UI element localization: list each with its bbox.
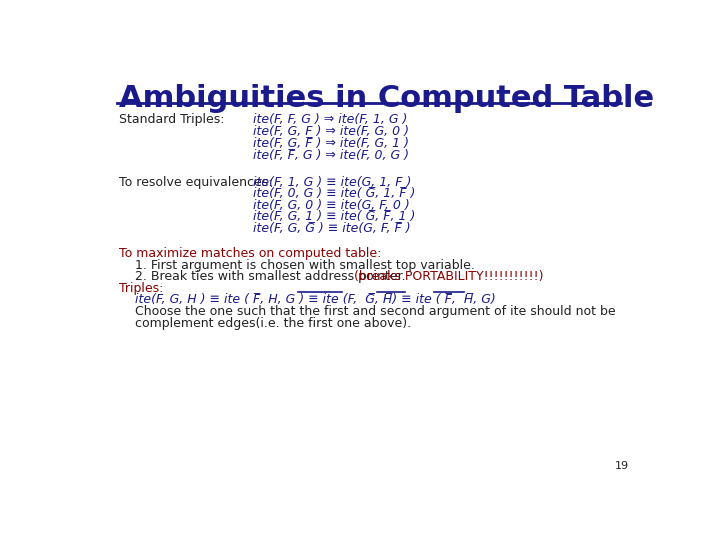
Text: 1. First argument is chosen with smallest top variable.: 1. First argument is chosen with smalles…: [120, 259, 475, 272]
Text: ite(F, G, 1 ) ≡ ite( G̅, F̅, 1 ): ite(F, G, 1 ) ≡ ite( G̅, F̅, 1 ): [253, 211, 415, 224]
Text: Ambiguities in Computed Table: Ambiguities in Computed Table: [120, 84, 654, 113]
Text: To maximize matches on computed table:: To maximize matches on computed table:: [120, 247, 382, 260]
Text: ite(F, G, F ) ⇒ ite(F, G, 0 ): ite(F, G, F ) ⇒ ite(F, G, 0 ): [253, 125, 409, 138]
Text: ite(F, G, 0 ) ≡ ite(G, F, 0 ): ite(F, G, 0 ) ≡ ite(G, F, 0 ): [253, 199, 410, 212]
Text: ite(F, G, H ) ≡ ite ( F̅, H, G ) ≡ ite (F,  G̅, H̅) ≡ ite ( F̅,  H̅, G): ite(F, G, H ) ≡ ite ( F̅, H, G ) ≡ ite (…: [120, 294, 496, 307]
Text: 19: 19: [614, 461, 629, 471]
Text: (breaks PORTABILITY!!!!!!!!!!!): (breaks PORTABILITY!!!!!!!!!!!): [354, 271, 543, 284]
Text: Standard Triples:: Standard Triples:: [120, 112, 225, 125]
Text: ite(F, F̅, G ) ⇒ ite(F, 0, G ): ite(F, F̅, G ) ⇒ ite(F, 0, G ): [253, 150, 409, 163]
Text: ite(F, G, F̅ ) ⇒ ite(F, G, 1 ): ite(F, G, F̅ ) ⇒ ite(F, G, 1 ): [253, 137, 409, 150]
Text: complement edges(i.e. the first one above).: complement edges(i.e. the first one abov…: [120, 316, 412, 329]
Text: Triples:: Triples:: [120, 282, 164, 295]
Text: ite(F, 1, G ) ≡ ite(G, 1, F ): ite(F, 1, G ) ≡ ite(G, 1, F ): [253, 176, 411, 188]
Text: To resolve equivalences:: To resolve equivalences:: [120, 176, 273, 188]
Text: ite(F, F, G ) ⇒ ite(F, 1, G ): ite(F, F, G ) ⇒ ite(F, 1, G ): [253, 112, 407, 125]
Text: ite(F, G, G̅ ) ≡ ite(G, F, F̅ ): ite(F, G, G̅ ) ≡ ite(G, F, F̅ ): [253, 222, 410, 235]
Text: Choose the one such that the first and second argument of ite should not be: Choose the one such that the first and s…: [120, 305, 616, 318]
Text: ite(F, 0, G ) ≡ ite( G̅, 1, F̅ ): ite(F, 0, G ) ≡ ite( G̅, 1, F̅ ): [253, 187, 415, 200]
Text: 2. Break ties with smallest address pointer.: 2. Break ties with smallest address poin…: [120, 271, 414, 284]
